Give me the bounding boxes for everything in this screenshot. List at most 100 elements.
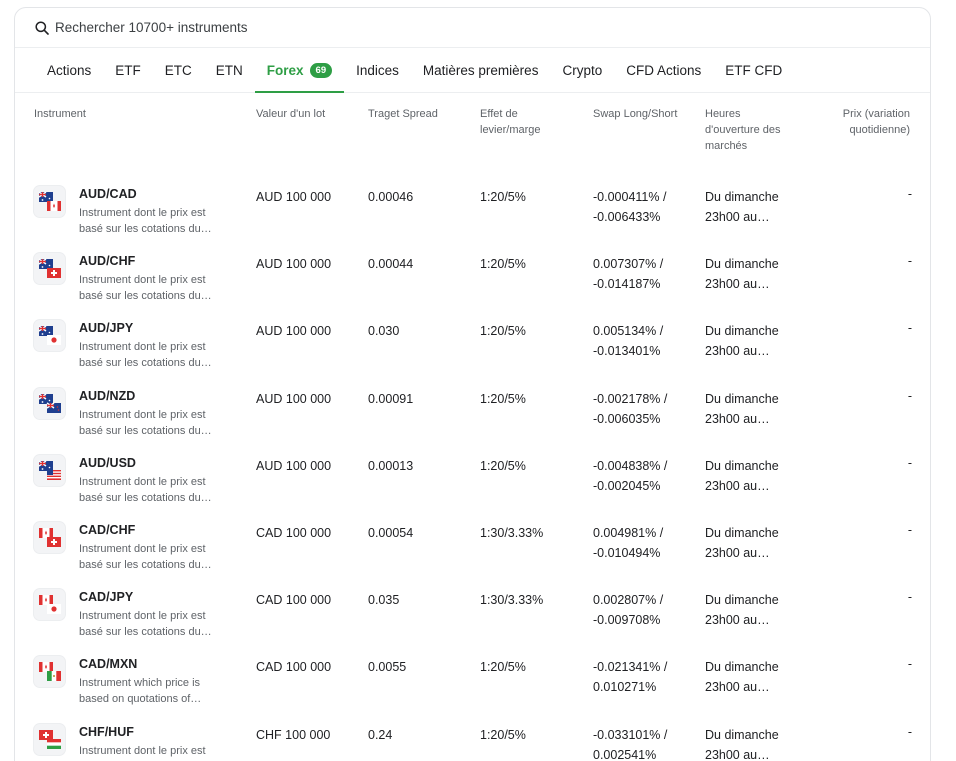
swap-short: -0.009708%	[593, 613, 661, 628]
leverage-margin: 1:30/3.33%	[480, 593, 544, 608]
tab-label: ETN	[215, 62, 243, 78]
leverage-margin: 1:20/5%	[480, 190, 526, 204]
target-spread: 0.035	[368, 593, 400, 608]
swap-long: -0.021341% /	[593, 660, 668, 675]
header-price[interactable]: Prix (variation quotidienne)	[843, 106, 910, 138]
table-row[interactable]: AUD/CAD Instrument dont le prix est basé s…	[15, 185, 930, 252]
tab-forex[interactable]: Forex 69	[254, 48, 345, 93]
swap-long-short: 0.002807% / -0.009708%	[593, 590, 663, 630]
description-line-2: basé sur les cotations du…	[79, 357, 212, 370]
search-bar[interactable]	[15, 8, 930, 48]
table-row[interactable]: CAD/CHF Instrument dont le prix est basé s…	[15, 521, 930, 588]
hours-line-1: Du dimanche	[705, 458, 779, 473]
price-daily-change: -	[907, 523, 912, 537]
tab-label: Matières premières	[422, 62, 539, 78]
hours-line-2: 23h00 au…	[705, 478, 770, 493]
search-input[interactable]	[55, 20, 455, 35]
lot-value: CAD 100 000	[256, 660, 332, 675]
instrument-symbol[interactable]: AUD/USD	[79, 455, 136, 470]
leverage-margin: 1:20/5%	[480, 391, 526, 406]
instrument-symbol[interactable]: CAD/CHF	[79, 523, 136, 537]
leverage-margin: 1:20/5%	[480, 324, 526, 339]
instrument-symbol[interactable]: AUD/NZD	[79, 388, 136, 403]
description-line-1: Instrument dont le prix est	[79, 543, 206, 555]
tab-etf-cfd[interactable]: ETF CFD	[713, 48, 794, 92]
hours-line-1: Du dimanche	[705, 391, 779, 406]
leverage-margin: 1:30/3.33%	[480, 526, 544, 540]
instrument-symbol[interactable]: CAD/MXN	[79, 657, 138, 672]
hours-line-1: Du dimanche	[705, 727, 779, 742]
lot-value: CAD 100 000	[256, 526, 332, 540]
instrument-symbol[interactable]: AUD/JPY	[79, 321, 134, 336]
header-leverage-line-1: Effet de	[480, 108, 518, 120]
swap-long: -0.033101% /	[593, 727, 668, 742]
swap-short: -0.014187%	[593, 277, 661, 292]
table-row[interactable]: CAD/MXN Instrument which price is based on…	[15, 655, 930, 722]
hours-line-2: 23h00 au…	[705, 411, 770, 426]
table-row[interactable]: AUD/NZD Instrument dont le prix est basé s…	[15, 386, 930, 454]
market-hours: Du dimanche 23h00 au…	[705, 187, 779, 227]
header-leverage[interactable]: Effet de levier/marge	[480, 106, 541, 138]
tab-actions[interactable]: Actions	[35, 48, 103, 92]
header-swap[interactable]: Swap Long/Short	[593, 108, 678, 120]
target-spread: 0.24	[368, 727, 393, 742]
market-hours: Du dimanche 23h00 au…	[705, 321, 779, 361]
target-spread: 0.00054	[368, 526, 414, 540]
swap-long: -0.004838% /	[593, 458, 668, 473]
tab-etn[interactable]: ETN	[204, 48, 255, 92]
tab-cfd-actions[interactable]: CFD Actions	[614, 48, 713, 92]
swap-long: -0.000411% /	[593, 190, 667, 204]
tab-label: ETC	[164, 62, 192, 78]
tab-etf[interactable]: ETF	[103, 48, 153, 92]
leverage-margin: 1:20/5%	[480, 727, 526, 742]
tab-crypto[interactable]: Crypto	[550, 48, 614, 92]
target-spread: 0.0055	[368, 660, 407, 675]
currency-pair-flags-icon	[33, 252, 66, 286]
lot-value: AUD 100 000	[256, 257, 332, 272]
header-hours-line-3: marchés	[705, 140, 748, 152]
header-target-spread[interactable]: Traget Spread	[368, 108, 438, 120]
header-lot-value[interactable]: Valeur d'un lot	[256, 108, 326, 120]
tab-etc[interactable]: ETC	[153, 48, 204, 92]
header-price-line-2: quotidienne)	[849, 124, 910, 136]
target-spread: 0.00013	[368, 458, 414, 473]
table-row[interactable]: AUD/USD Instrument dont le prix est basé s…	[15, 453, 930, 521]
table-row[interactable]: AUD/JPY Instrument dont le prix est basé s…	[15, 319, 930, 386]
instrument-description: Instrument dont le prix est basé sur les …	[79, 339, 219, 371]
market-hours: Du dimanche 23h00 au…	[705, 523, 779, 563]
instrument-symbol[interactable]: CAD/JPY	[79, 590, 134, 605]
tab-indices[interactable]: Indices	[344, 48, 411, 92]
instrument-symbol[interactable]: AUD/CHF	[79, 254, 136, 269]
instrument-symbol[interactable]: CHF/HUF	[79, 724, 134, 739]
instrument-symbol[interactable]: AUD/CAD	[79, 187, 137, 201]
swap-long-short: -0.021341% / 0.010271%	[593, 657, 667, 697]
tab-mati-res-premi-res[interactable]: Matières premières	[411, 48, 551, 92]
header-instrument[interactable]: Instrument	[34, 108, 86, 120]
target-spread: 0.00044	[368, 257, 414, 272]
table-row[interactable]: AUD/CHF Instrument dont le prix est basé s…	[15, 252, 930, 319]
market-hours: Du dimanche 23h00 au…	[705, 725, 779, 761]
lot-value: AUD 100 000	[256, 190, 332, 204]
swap-short: 0.002541%	[593, 747, 657, 761]
price-daily-change: -	[907, 455, 912, 470]
category-tabs: Actions ETF ETC ETN Forex 69 Indices Matières p…	[15, 48, 930, 93]
tab-label: Forex	[266, 62, 304, 78]
swap-short: 0.010271%	[593, 680, 657, 695]
leverage-margin: 1:20/5%	[480, 660, 526, 675]
swap-long-short: 0.004981% / -0.010494%	[593, 523, 663, 563]
market-hours: Du dimanche 23h00 au…	[705, 657, 779, 697]
swap-short: -0.006433%	[593, 210, 661, 224]
price-daily-change: -	[907, 321, 912, 336]
search-icon	[35, 20, 49, 35]
lot-value: AUD 100 000	[256, 391, 332, 406]
currency-pair-flags-icon	[33, 655, 66, 689]
header-market-hours[interactable]: Heures d'ouverture des marchés	[705, 106, 780, 154]
table-row[interactable]: CAD/JPY Instrument dont le prix est basé s…	[15, 588, 930, 655]
description-line-1: Instrument dont le prix est	[79, 341, 206, 354]
hours-line-1: Du dimanche	[705, 190, 779, 204]
swap-short: -0.010494%	[593, 546, 661, 560]
